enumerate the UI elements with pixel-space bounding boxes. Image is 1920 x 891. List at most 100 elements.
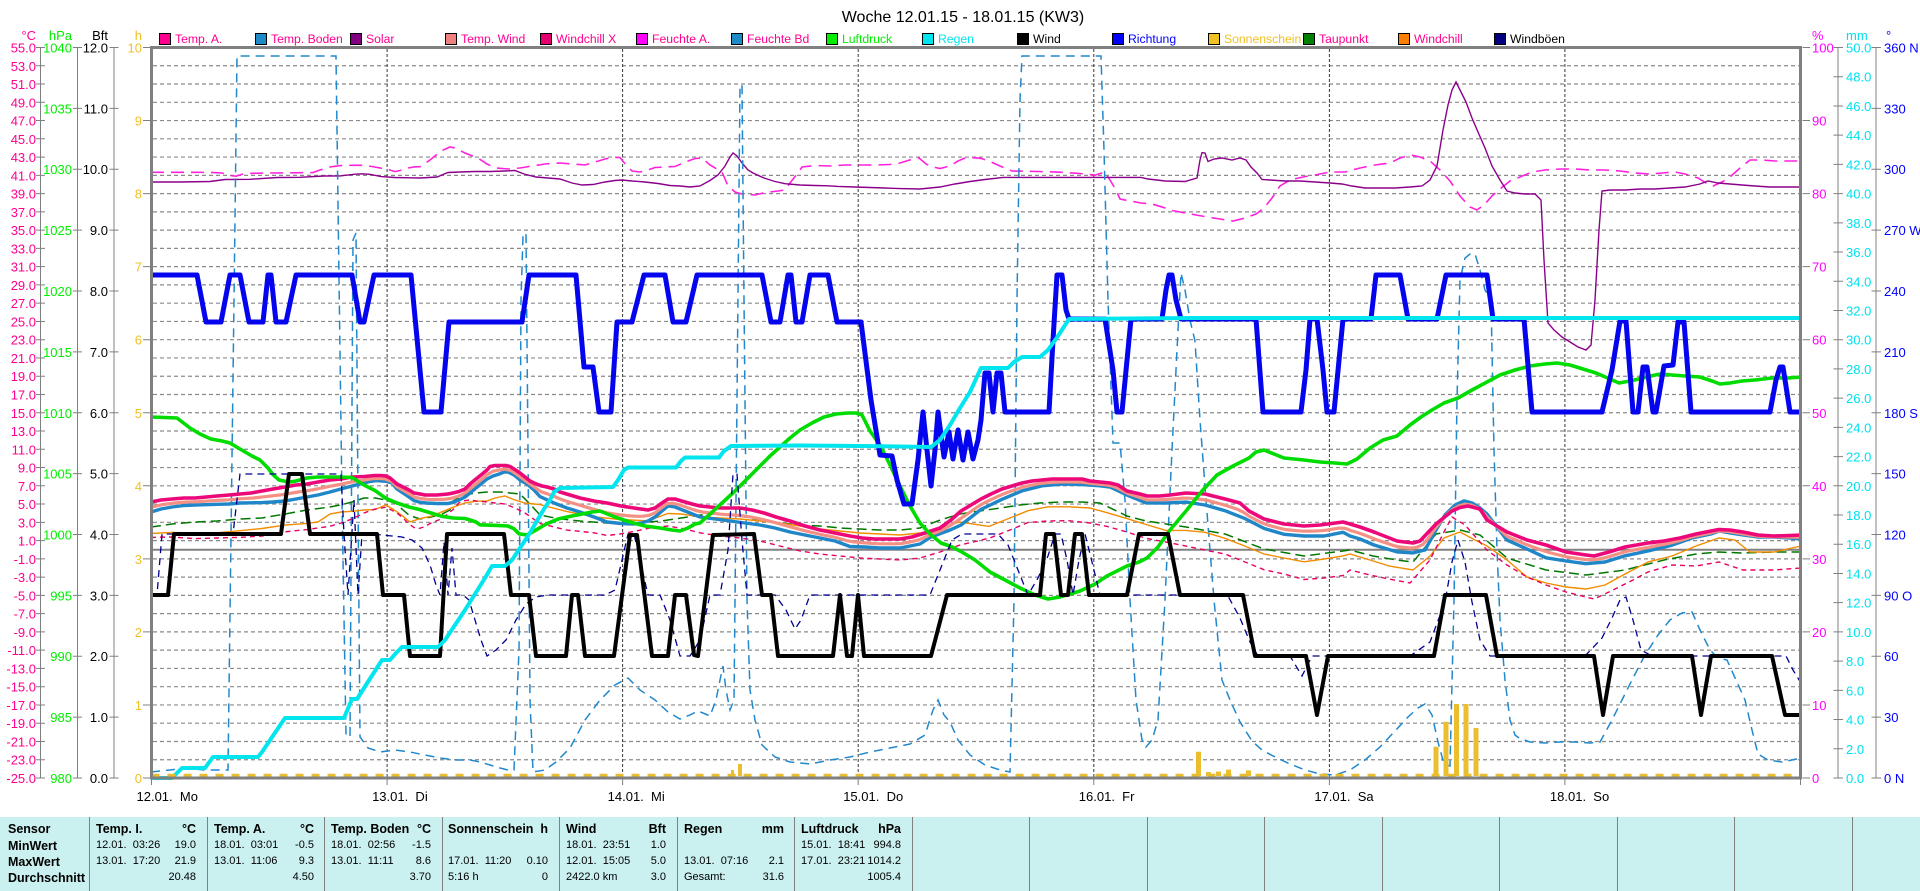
svg-text:4.0: 4.0 — [1846, 713, 1864, 728]
svg-text:-21.0: -21.0 — [6, 735, 36, 750]
svg-text:990: 990 — [50, 649, 72, 664]
svg-text:24.0: 24.0 — [1846, 420, 1871, 435]
svg-text:-23.0: -23.0 — [6, 753, 36, 768]
svg-text:21.0: 21.0 — [11, 351, 36, 366]
svg-text:-7.0: -7.0 — [14, 607, 36, 622]
svg-text:10: 10 — [1812, 698, 1826, 713]
svg-text:300: 300 — [1884, 162, 1906, 177]
svg-text:23.0: 23.0 — [11, 333, 36, 348]
svg-text:45.0: 45.0 — [11, 132, 36, 147]
svg-text:°C: °C — [21, 28, 36, 43]
svg-text:120: 120 — [1884, 528, 1906, 543]
svg-text:2: 2 — [135, 625, 142, 640]
svg-text:12.01. Mo: 12.01. Mo — [137, 789, 198, 804]
svg-text:17.01. Sa: 17.01. Sa — [1314, 789, 1374, 804]
svg-text:70: 70 — [1812, 260, 1826, 275]
svg-text:41.0: 41.0 — [11, 168, 36, 183]
svg-text:1020: 1020 — [43, 284, 72, 299]
svg-text:hPa: hPa — [49, 28, 73, 43]
svg-text:1.0: 1.0 — [18, 534, 36, 549]
svg-text:18.01. So: 18.01. So — [1550, 789, 1609, 804]
svg-text:1: 1 — [135, 698, 142, 713]
svg-text:6.0: 6.0 — [1846, 683, 1864, 698]
svg-text:3.0: 3.0 — [90, 588, 108, 603]
svg-text:-25.0: -25.0 — [6, 771, 36, 786]
svg-text:330: 330 — [1884, 101, 1906, 116]
svg-text:-1.0: -1.0 — [14, 552, 36, 567]
svg-text:16.01. Fr: 16.01. Fr — [1079, 789, 1135, 804]
svg-text:0: 0 — [1812, 771, 1819, 786]
svg-text:985: 985 — [50, 710, 72, 725]
svg-text:42.0: 42.0 — [1846, 157, 1871, 172]
svg-text:30.0: 30.0 — [1846, 333, 1871, 348]
svg-text:30: 30 — [1812, 552, 1826, 567]
svg-text:40.0: 40.0 — [1846, 187, 1871, 202]
svg-text:1040: 1040 — [43, 41, 72, 56]
svg-text:13.01. Di: 13.01. Di — [372, 789, 428, 804]
svg-text:360 N: 360 N — [1884, 41, 1919, 56]
svg-text:3.0: 3.0 — [18, 515, 36, 530]
svg-text:1005: 1005 — [43, 467, 72, 482]
svg-text:6.0: 6.0 — [90, 406, 108, 421]
svg-text:26.0: 26.0 — [1846, 391, 1871, 406]
svg-text:18.0: 18.0 — [1846, 508, 1871, 523]
svg-text:90 O: 90 O — [1884, 588, 1912, 603]
svg-text:34.0: 34.0 — [1846, 274, 1871, 289]
svg-text:-19.0: -19.0 — [6, 716, 36, 731]
svg-text:10: 10 — [128, 41, 142, 56]
svg-text:2.0: 2.0 — [90, 649, 108, 664]
svg-text:10.0: 10.0 — [1846, 625, 1871, 640]
svg-text:39.0: 39.0 — [11, 187, 36, 202]
svg-text:22.0: 22.0 — [1846, 450, 1871, 465]
svg-text:0.0: 0.0 — [90, 771, 108, 786]
svg-text:1025: 1025 — [43, 223, 72, 238]
svg-text:0: 0 — [135, 771, 142, 786]
svg-text:12.0: 12.0 — [83, 41, 108, 56]
svg-text:13.0: 13.0 — [11, 424, 36, 439]
svg-text:1000: 1000 — [43, 528, 72, 543]
svg-text:46.0: 46.0 — [1846, 99, 1871, 114]
svg-text:h: h — [135, 28, 142, 43]
svg-text:28.0: 28.0 — [1846, 362, 1871, 377]
svg-text:29.0: 29.0 — [11, 278, 36, 293]
svg-text:80: 80 — [1812, 187, 1826, 202]
svg-text:1030: 1030 — [43, 162, 72, 177]
svg-text:100: 100 — [1812, 41, 1834, 56]
svg-text:53.0: 53.0 — [11, 59, 36, 74]
svg-text:1010: 1010 — [43, 406, 72, 421]
svg-text:25.0: 25.0 — [11, 314, 36, 329]
svg-text:14.0: 14.0 — [1846, 567, 1871, 582]
svg-text:210: 210 — [1884, 345, 1906, 360]
svg-text:3: 3 — [135, 552, 142, 567]
svg-text:48.0: 48.0 — [1846, 70, 1871, 85]
svg-text:40: 40 — [1812, 479, 1826, 494]
svg-text:5.0: 5.0 — [90, 467, 108, 482]
svg-text:60: 60 — [1884, 649, 1898, 664]
svg-text:9: 9 — [135, 114, 142, 129]
svg-text:180 S: 180 S — [1884, 406, 1918, 421]
svg-text:0 N: 0 N — [1884, 771, 1904, 786]
svg-text:-5.0: -5.0 — [14, 588, 36, 603]
svg-text:6: 6 — [135, 333, 142, 348]
svg-text:32.0: 32.0 — [1846, 304, 1871, 319]
svg-text:7: 7 — [135, 260, 142, 275]
svg-text:1015: 1015 — [43, 345, 72, 360]
svg-text:30: 30 — [1884, 710, 1898, 725]
svg-text:2.0: 2.0 — [1846, 742, 1864, 757]
svg-text:11.0: 11.0 — [84, 101, 108, 116]
svg-text:980: 980 — [50, 771, 72, 786]
svg-text:4: 4 — [135, 479, 142, 494]
svg-text:Woche 12.01.15 - 18.01.15 (KW3: Woche 12.01.15 - 18.01.15 (KW3) — [842, 9, 1085, 26]
svg-text:11.0: 11.0 — [12, 442, 36, 457]
svg-text:15.0: 15.0 — [11, 406, 36, 421]
svg-text:°: ° — [1886, 28, 1891, 43]
svg-text:9.0: 9.0 — [90, 223, 108, 238]
svg-text:47.0: 47.0 — [11, 114, 36, 129]
svg-text:19.0: 19.0 — [11, 369, 36, 384]
svg-text:-3.0: -3.0 — [14, 570, 36, 585]
svg-text:995: 995 — [50, 588, 72, 603]
svg-text:90: 90 — [1812, 114, 1826, 129]
svg-text:8.0: 8.0 — [90, 284, 108, 299]
svg-text:-9.0: -9.0 — [14, 625, 36, 640]
svg-text:10.0: 10.0 — [83, 162, 108, 177]
